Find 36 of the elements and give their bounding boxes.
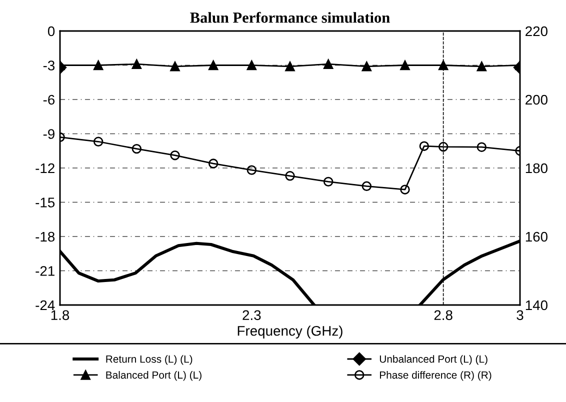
point: [323, 176, 334, 187]
chart-title: Balun Performance simulation: [190, 12, 390, 23]
y-tick-label: -12: [36, 163, 54, 174]
point: [419, 141, 430, 151]
point: [362, 181, 372, 192]
legend-label: Balanced Port (L) (L): [106, 371, 202, 381]
point: [400, 184, 410, 194]
point: [438, 142, 448, 152]
y-tick-label: -9: [43, 129, 54, 139]
y2-tick-label: 140: [526, 300, 548, 310]
point: [93, 136, 104, 146]
y-tick-label: -15: [36, 198, 55, 208]
point: [208, 158, 218, 168]
y2-tick-label: 200: [526, 94, 548, 105]
y-tick-label: -18: [36, 232, 55, 242]
x-tick-label: 1.8: [51, 310, 70, 320]
y-tick-label: -6: [43, 94, 55, 105]
legend-label: Return Loss (L) (L): [106, 355, 192, 365]
y2-tick-label: 180: [526, 163, 548, 174]
y2-tick-label: 160: [526, 232, 548, 242]
y-tick-label: 0: [48, 26, 55, 36]
point: [476, 142, 487, 152]
point: [132, 144, 142, 154]
x-axis-title: Frequency (GHz): [238, 326, 342, 339]
point: [170, 150, 180, 160]
point: [246, 165, 257, 175]
y-tick-label: -3: [43, 60, 55, 70]
legend-label: Unbalanced Port (L) (L): [380, 355, 488, 365]
y2-tick-label: 220: [526, 26, 548, 36]
y-tick-label: -21: [36, 266, 54, 276]
legend-label: Phase difference (R) (R): [380, 371, 492, 381]
point: [285, 171, 295, 181]
x-tick-label: 3: [516, 310, 524, 320]
x-tick-label: 2.3: [242, 310, 261, 320]
y-tick-label: -24: [36, 300, 55, 310]
x-tick-label: 2.8: [434, 310, 452, 320]
